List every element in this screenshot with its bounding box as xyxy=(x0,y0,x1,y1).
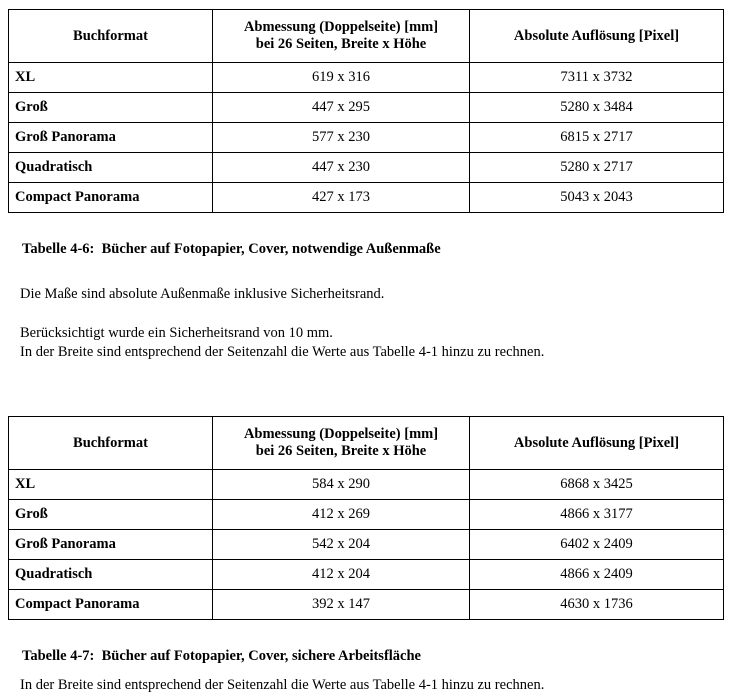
cell-format: Groß Panorama xyxy=(8,529,213,560)
cell-format: Groß xyxy=(8,499,213,530)
column-header-abmessung-line2: bei 26 Seiten, Breite x Höhe xyxy=(255,443,427,459)
table-arbeitsflaeche: Buchformat Abmessung (Doppelseite) [mm] … xyxy=(8,416,724,620)
table-caption-4-7: Tabelle 4-7: Bücher auf Fotopapier, Cove… xyxy=(22,648,421,664)
table-row: Compact Panorama 427 x 173 5043 x 2043 xyxy=(8,182,724,213)
cell-resolution: 6402 x 2409 xyxy=(469,529,724,560)
cell-resolution: 5043 x 2043 xyxy=(469,182,724,213)
column-header-abmessung-line2: bei 26 Seiten, Breite x Höhe xyxy=(255,36,427,52)
table-row: Groß 412 x 269 4866 x 3177 xyxy=(8,499,724,530)
table-row: Groß 447 x 295 5280 x 3484 xyxy=(8,92,724,123)
cell-dimension: 584 x 290 xyxy=(212,469,470,500)
cell-dimension: 412 x 204 xyxy=(212,559,470,590)
cell-resolution: 4866 x 3177 xyxy=(469,499,724,530)
cell-dimension: 447 x 230 xyxy=(212,152,470,183)
cell-format: XL xyxy=(8,469,213,500)
cell-format: Quadratisch xyxy=(8,559,213,590)
table-row: Quadratisch 412 x 204 4866 x 2409 xyxy=(8,559,724,590)
table-header: Buchformat Abmessung (Doppelseite) [mm] … xyxy=(8,9,724,63)
cell-dimension: 447 x 295 xyxy=(212,92,470,123)
cell-format: Compact Panorama xyxy=(8,182,213,213)
table-row: XL 584 x 290 6868 x 3425 xyxy=(8,469,724,500)
column-header-abmessung-line1: Abmessung (Doppelseite) [mm] xyxy=(243,19,439,35)
cell-resolution: 5280 x 3484 xyxy=(469,92,724,123)
table-row: Compact Panorama 392 x 147 4630 x 1736 xyxy=(8,589,724,620)
cell-dimension: 619 x 316 xyxy=(212,62,470,93)
cell-resolution: 4630 x 1736 xyxy=(469,589,724,620)
table-header-row: Buchformat Abmessung (Doppelseite) [mm] … xyxy=(8,416,724,470)
table-body: XL 584 x 290 6868 x 3425 Groß 412 x 269 … xyxy=(8,469,724,620)
cell-format: XL xyxy=(8,62,213,93)
column-header-abmessung: Abmessung (Doppelseite) [mm] bei 26 Seit… xyxy=(212,416,470,470)
column-header-abmessung-line1: Abmessung (Doppelseite) [mm] xyxy=(243,426,439,442)
cell-dimension: 577 x 230 xyxy=(212,122,470,153)
column-header-buchformat: Buchformat xyxy=(8,9,213,63)
table-row: Quadratisch 447 x 230 5280 x 2717 xyxy=(8,152,724,183)
table-row: Groß Panorama 542 x 204 6402 x 2409 xyxy=(8,529,724,560)
table-row: Groß Panorama 577 x 230 6815 x 2717 xyxy=(8,122,724,153)
table-header-row: Buchformat Abmessung (Doppelseite) [mm] … xyxy=(8,9,724,63)
note-line-3: In der Breite sind entsprechend der Seit… xyxy=(20,344,545,360)
cell-dimension: 542 x 204 xyxy=(212,529,470,560)
cell-format: Compact Panorama xyxy=(8,589,213,620)
note-line-1: Die Maße sind absolute Außenmaße inklusi… xyxy=(20,286,385,302)
cell-resolution: 6868 x 3425 xyxy=(469,469,724,500)
cell-resolution: 6815 x 2717 xyxy=(469,122,724,153)
cell-format: Groß xyxy=(8,92,213,123)
table-caption-4-6: Tabelle 4-6: Bücher auf Fotopapier, Cove… xyxy=(22,241,441,257)
column-header-buchformat: Buchformat xyxy=(8,416,213,470)
cell-dimension: 427 x 173 xyxy=(212,182,470,213)
table-row: XL 619 x 316 7311 x 3732 xyxy=(8,62,724,93)
cell-resolution: 7311 x 3732 xyxy=(469,62,724,93)
column-header-aufloesung-label: Absolute Auflösung [Pixel] xyxy=(513,434,680,451)
note-line-4: In der Breite sind entsprechend der Seit… xyxy=(20,677,545,693)
column-header-aufloesung-label: Absolute Auflösung [Pixel] xyxy=(513,27,680,44)
note-line-2: Berücksichtigt wurde ein Sicherheitsrand… xyxy=(20,325,333,341)
cell-format: Quadratisch xyxy=(8,152,213,183)
cell-dimension: 392 x 147 xyxy=(212,589,470,620)
table-body: XL 619 x 316 7311 x 3732 Groß 447 x 295 … xyxy=(8,62,724,213)
cell-resolution: 5280 x 2717 xyxy=(469,152,724,183)
cell-resolution: 4866 x 2409 xyxy=(469,559,724,590)
column-header-buchformat-label: Buchformat xyxy=(73,27,148,44)
column-header-buchformat-label: Buchformat xyxy=(73,434,148,451)
table-aussenmasse: Buchformat Abmessung (Doppelseite) [mm] … xyxy=(8,9,724,213)
column-header-aufloesung: Absolute Auflösung [Pixel] xyxy=(469,9,724,63)
cell-format: Groß Panorama xyxy=(8,122,213,153)
column-header-aufloesung: Absolute Auflösung [Pixel] xyxy=(469,416,724,470)
column-header-abmessung: Abmessung (Doppelseite) [mm] bei 26 Seit… xyxy=(212,9,470,63)
cell-dimension: 412 x 269 xyxy=(212,499,470,530)
table-header: Buchformat Abmessung (Doppelseite) [mm] … xyxy=(8,416,724,470)
